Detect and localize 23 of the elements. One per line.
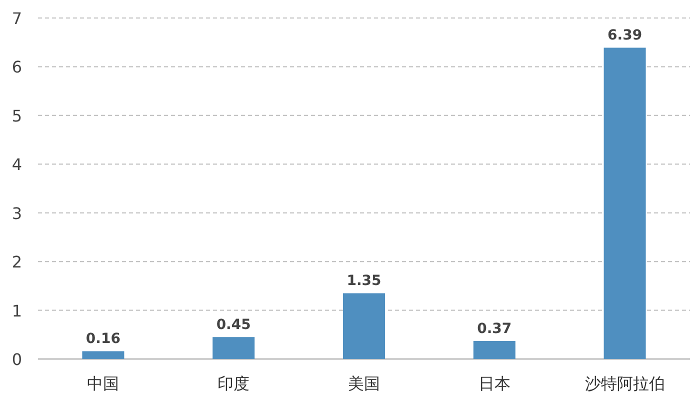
y-tick-label: 3 [12, 204, 22, 223]
data-label: 0.45 [216, 317, 251, 334]
x-tick-label: 中国 [87, 374, 120, 393]
x-tick-label: 日本 [478, 374, 510, 393]
x-tick-label: 印度 [218, 374, 250, 393]
bar [343, 293, 385, 359]
bar [82, 351, 124, 359]
y-tick-label: 0 [12, 350, 22, 369]
bar [473, 340, 516, 359]
bar [604, 48, 646, 359]
x-tick-label: 沙特阿拉伯 [584, 374, 665, 393]
data-label: 0.16 [86, 331, 120, 348]
y-tick-label: 7 [12, 9, 22, 28]
y-tick-label: 5 [12, 106, 22, 126]
y-tick-label: 1 [12, 301, 22, 320]
y-tick-label: 2 [12, 252, 22, 272]
y-tick-label: 4 [12, 155, 22, 174]
bar [212, 337, 255, 359]
data-label: 6.39 [608, 28, 642, 44]
x-tick-label: 美国 [348, 374, 380, 393]
data-label: 0.37 [477, 320, 512, 337]
y-tick-label: 6 [12, 58, 22, 77]
data-label: 1.35 [346, 273, 382, 290]
